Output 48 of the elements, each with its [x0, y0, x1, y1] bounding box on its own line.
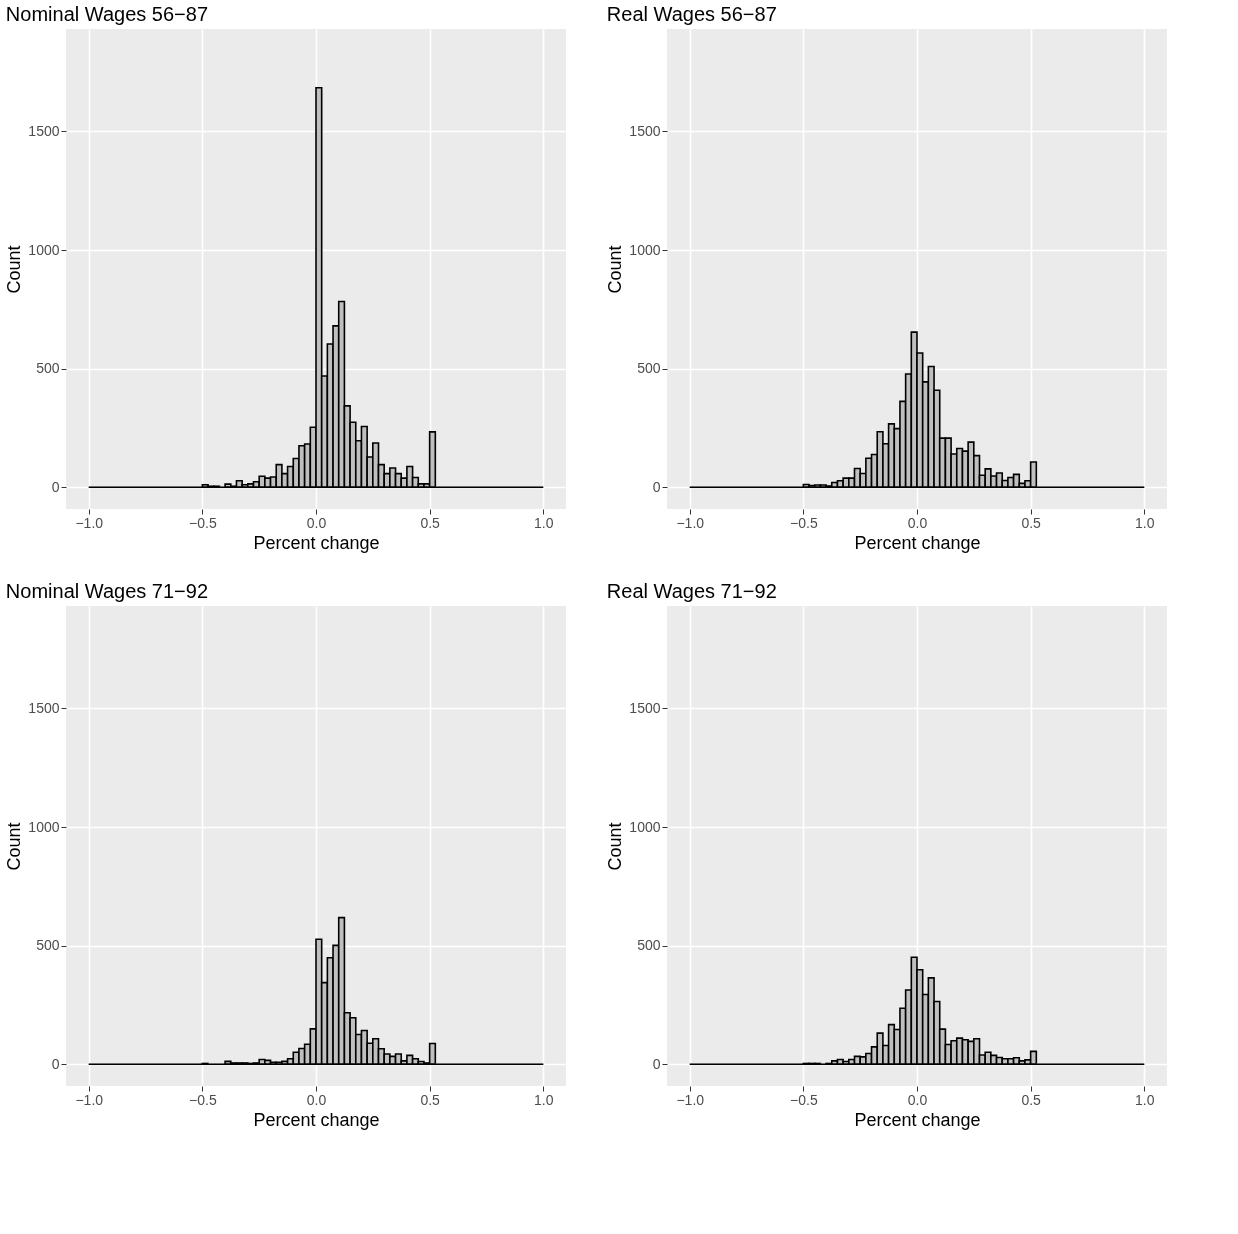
y-tick-label: 0 [51, 1055, 60, 1072]
x-tick-label: 1.0 [534, 1091, 554, 1108]
x-tick-label: 0.5 [420, 1091, 441, 1108]
chart-title: Nominal Wages 56−87 [5, 3, 209, 25]
y-tick-label: 0 [51, 478, 60, 495]
chart-title: Real Wages 71−92 [606, 580, 777, 602]
y-tick-label: 1500 [629, 122, 661, 139]
y-axis-title: Count [4, 822, 25, 871]
x-tick-label: 0.0 [306, 514, 327, 531]
x-tick-label: 1.0 [534, 514, 554, 531]
y-tick-label: 0 [652, 478, 661, 495]
y-axis-title: Count [605, 245, 626, 294]
y-tick-label: 500 [36, 937, 60, 954]
x-axis-title: Percent change [253, 1109, 380, 1130]
x-axis-title: Percent change [854, 1109, 981, 1130]
y-tick-label: 1000 [629, 241, 661, 258]
y-axis-title: Count [4, 245, 25, 294]
y-tick-label: 1000 [629, 818, 661, 835]
y-tick-label: 500 [637, 937, 661, 954]
x-tick-label: −0.5 [790, 1091, 818, 1108]
x-tick-label: 1.0 [1135, 1091, 1155, 1108]
y-tick-label: 500 [36, 360, 60, 377]
y-tick-label: 0 [652, 1055, 661, 1072]
x-tick-label: −0.5 [189, 1091, 217, 1108]
x-tick-label: 0.5 [420, 514, 441, 531]
x-tick-label: −0.5 [189, 514, 217, 531]
y-tick-label: 1000 [28, 241, 60, 258]
x-tick-label: 0.5 [1021, 1091, 1042, 1108]
y-tick-label: 1500 [28, 699, 60, 716]
chart-title: Nominal Wages 71−92 [5, 580, 209, 602]
x-axis-title: Percent change [253, 532, 380, 553]
x-tick-label: −1.0 [75, 514, 104, 531]
y-tick-label: 1500 [28, 122, 60, 139]
x-tick-label: 0.0 [907, 1091, 928, 1108]
chart-title: Real Wages 56−87 [606, 3, 777, 25]
x-tick-label: −1.0 [676, 514, 705, 531]
x-tick-label: −1.0 [676, 1091, 705, 1108]
x-tick-label: 0.5 [1021, 514, 1042, 531]
y-tick-label: 1000 [28, 818, 60, 835]
x-tick-label: −1.0 [75, 1091, 104, 1108]
y-tick-label: 1500 [629, 699, 661, 716]
x-tick-label: −0.5 [790, 514, 818, 531]
x-tick-label: 1.0 [1135, 514, 1155, 531]
y-axis-title: Count [605, 822, 626, 871]
y-tick-label: 500 [637, 360, 661, 377]
x-tick-label: 0.0 [907, 514, 928, 531]
x-axis-title: Percent change [854, 532, 981, 553]
x-tick-label: 0.0 [306, 1091, 327, 1108]
